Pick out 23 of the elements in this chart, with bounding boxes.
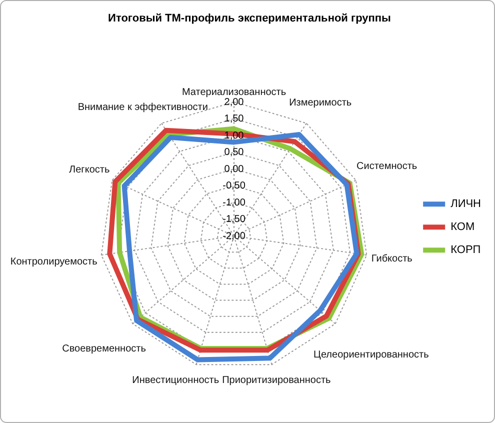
spoke-label: Приоритизированность: [222, 375, 331, 386]
y-tick-label: -2,00: [222, 230, 246, 242]
y-tick-label: -0,50: [222, 180, 246, 192]
y-tick-label: -1,50: [222, 214, 246, 225]
spoke-label: Легкость: [69, 164, 110, 176]
y-tick-label: -1,00: [222, 197, 246, 208]
legend-label: ЛИЧН: [450, 198, 482, 210]
spoke-label: Измеримость: [289, 97, 352, 108]
spoke-label: Материализованность: [182, 86, 286, 98]
legend-label: КОМ: [450, 221, 475, 234]
legend-label: КОРП: [450, 244, 481, 256]
y-tick-label: 0,50: [224, 147, 244, 158]
spoke-label: Целеориентированность: [314, 350, 429, 361]
spoke-label: Гибкость: [371, 253, 412, 264]
y-tick-label: 1,50: [224, 114, 244, 124]
spoke-label: Своевременность: [62, 343, 146, 354]
spoke-label: Инвестиционность: [132, 375, 220, 386]
y-tick-label: 2,00: [224, 96, 244, 108]
spoke-label: Системность: [356, 160, 418, 172]
spoke-label: Внимание к эффективности: [78, 102, 208, 113]
chart-title: Итоговый ТМ-профиль экспериментальной группы: [108, 12, 391, 25]
y-tick-label: 0,00: [224, 164, 244, 175]
spoke-label: Контролируемость: [10, 256, 98, 268]
